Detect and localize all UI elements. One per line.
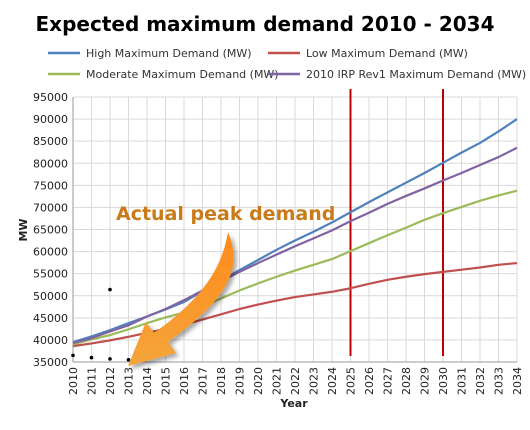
x-tick-label: 2015 [160,367,173,395]
y-tick-label: 50000 [33,290,68,303]
x-tick-label: 2019 [234,367,247,395]
legend-label-low: Low Maximum Demand (MW) [306,47,468,60]
legend-label-moderate: Moderate Maximum Demand (MW) [86,68,279,81]
series-line-irp [72,146,518,345]
legend-label-irp: 2010 IRP Rev1 Maximum Demand (MW) [306,68,526,81]
x-tick-label: 2018 [215,367,228,395]
actual-points [71,287,131,362]
x-tick-label: 2020 [252,367,265,395]
y-tick-labels: 35000 40000 45000 50000 55000 60000 65000 70000… [33,91,68,369]
y-tick-label: 75000 [33,179,68,192]
y-tick-label: 45000 [33,312,68,325]
actual-point [108,287,112,292]
x-tick-label: 2023 [308,367,321,395]
x-tick-label: 2032 [474,367,487,395]
series-line-moderate [72,189,518,346]
annotation-text: Actual peak demand [116,203,335,225]
y-tick-label: 40000 [33,334,68,347]
x-tick-label: 2017 [197,367,210,395]
x-tick-label: 2016 [178,367,191,395]
x-tick-label: 2028 [400,367,413,395]
x-tick-label: 2029 [419,367,432,395]
x-tick-label: 2011 [86,367,99,395]
x-tick-label: 2014 [141,367,154,395]
y-tick-label: 90000 [33,113,68,126]
gridlines [72,96,518,363]
x-tick-label: 2034 [511,367,524,395]
x-tick-label: 2026 [363,367,376,395]
actual-point [126,357,131,362]
annotation-arrow [128,232,234,366]
x-tick-label: 2031 [456,367,469,395]
x-tick-label: 2021 [271,367,284,395]
y-tick-label: 65000 [33,224,68,237]
x-tick-label: 2025 [345,367,358,395]
y-tick-label: 70000 [33,201,68,214]
x-tick-label: 2033 [493,367,506,395]
actual-point [89,355,94,360]
y-tick-label: 85000 [33,135,68,148]
x-tick-label: 2027 [382,367,395,395]
y-tick-label: 55000 [33,268,68,281]
actual-point [71,353,75,358]
y-tick-label: 60000 [33,246,68,259]
x-tick-label: 2030 [437,367,450,395]
x-tick-labels: 2010 2011 2012 2013 2014 2015 2016 2017 2018 2019… [67,367,524,395]
y-axis-label: MW [17,218,30,241]
x-tick-label: 2013 [123,367,136,395]
legend: High Maximum Demand (MW) Low Maximum Dem… [48,47,526,81]
actual-point [108,357,112,361]
x-tick-label: 2010 [67,367,80,395]
annotation: Actual peak demand [116,203,335,366]
x-axis-label: Year [279,397,308,410]
y-tick-label: 80000 [33,157,68,170]
x-tick-label: 2012 [104,367,117,395]
legend-label-high: High Maximum Demand (MW) [86,47,252,60]
y-tick-label: 95000 [33,91,68,104]
y-tick-label: 35000 [33,356,68,369]
x-tick-label: 2024 [326,367,339,395]
reference-lines [349,89,444,356]
chart-title: Expected maximum demand 2010 - 2034 [36,12,495,36]
x-tick-label: 2022 [289,367,302,395]
